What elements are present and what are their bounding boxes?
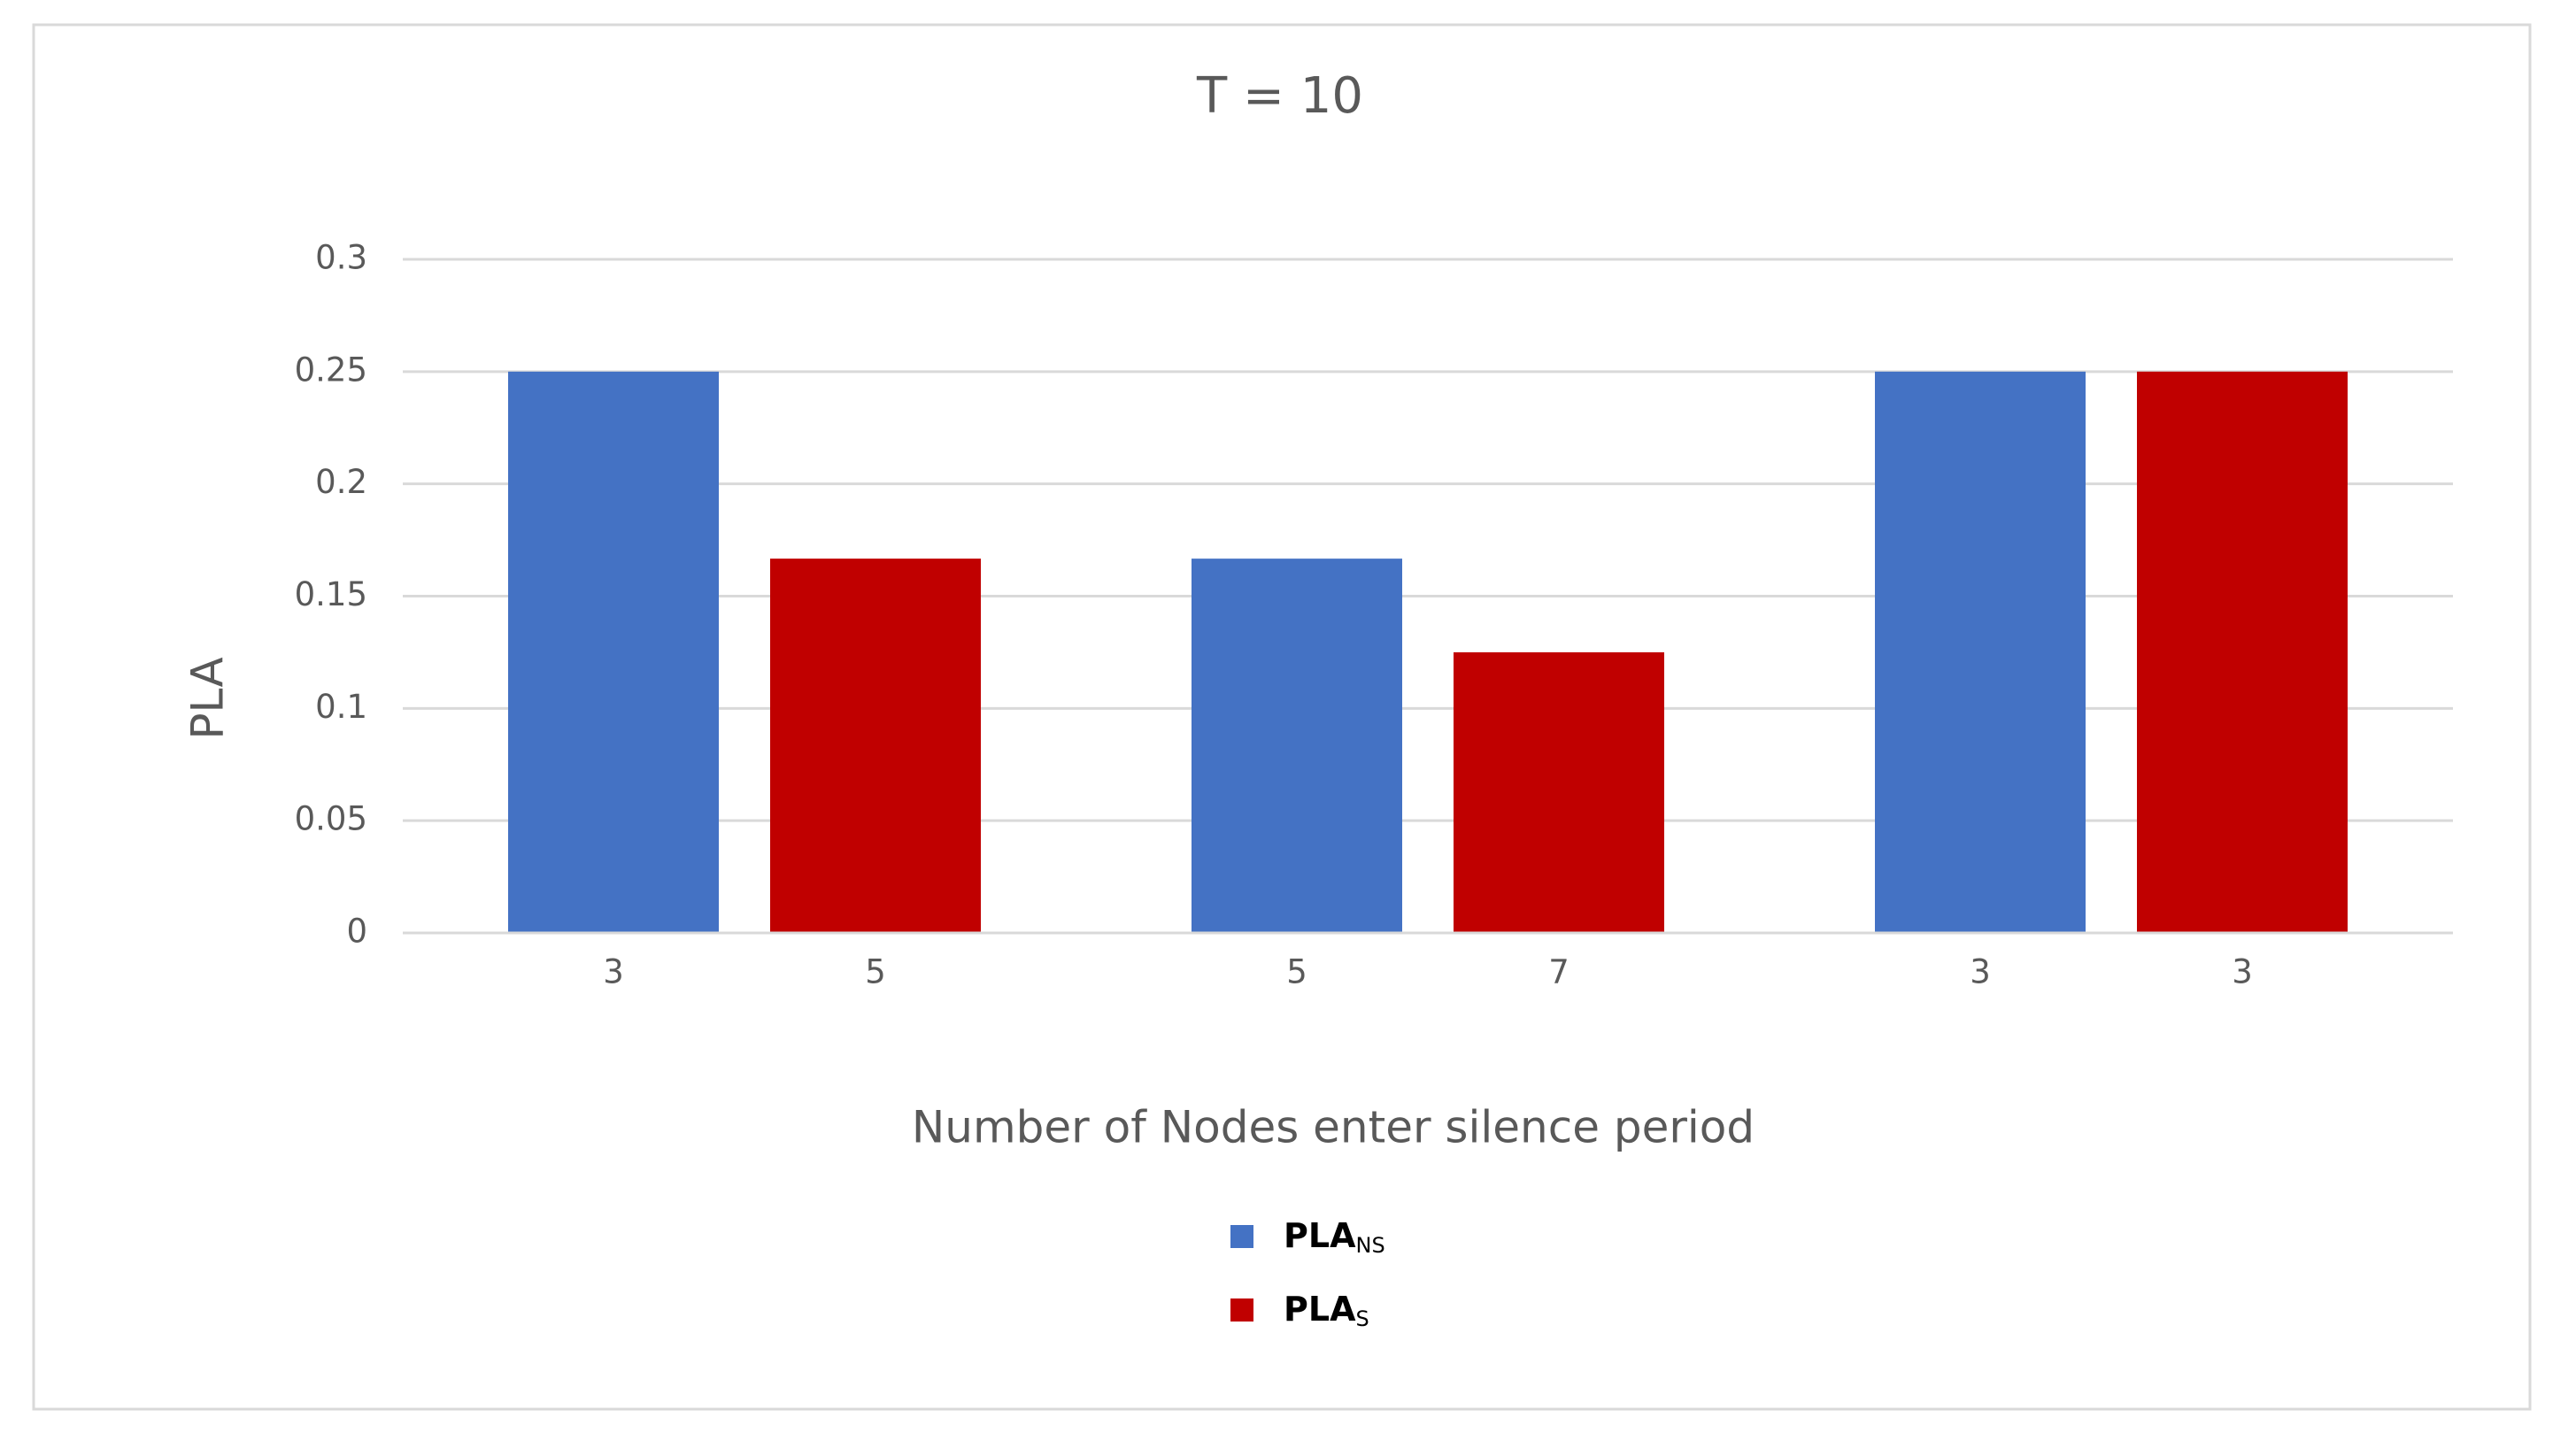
- bar-label: 5: [1286, 953, 1307, 991]
- bar-label: 3: [1970, 953, 1991, 991]
- legend-subscript: NS: [1355, 1233, 1384, 1258]
- legend-swatch: [1230, 1298, 1253, 1322]
- y-tick-label: 0.25: [295, 351, 367, 389]
- y-tick-label: 0.3: [315, 239, 367, 277]
- y-tick-label: 0.2: [315, 463, 367, 501]
- bar-label: 5: [865, 953, 886, 991]
- legend-label: PLAS: [1284, 1290, 1369, 1332]
- bar-label: 3: [603, 953, 624, 991]
- bar: [508, 371, 719, 933]
- y-tick-label: 0.15: [295, 575, 367, 613]
- legend-subscript: S: [1355, 1306, 1369, 1331]
- bar: [1875, 371, 2086, 933]
- bar-label: 7: [1548, 953, 1570, 991]
- y-tick-label: 0.1: [315, 688, 367, 726]
- legend-name: PLA: [1284, 1290, 1356, 1329]
- y-tick-label: 0: [346, 913, 367, 951]
- y-tick-label: 0.05: [295, 800, 367, 838]
- bar: [1454, 651, 1664, 933]
- legend-label: PLANS: [1284, 1216, 1385, 1259]
- bar: [770, 559, 981, 933]
- legend-name: PLA: [1284, 1216, 1356, 1255]
- bar: [2137, 371, 2348, 933]
- legend-swatch: [1230, 1225, 1253, 1248]
- x-axis-title: Number of Nodes enter silence period: [912, 1102, 1755, 1153]
- bar: [1192, 559, 1402, 933]
- chart-title: T = 10: [1196, 67, 1363, 125]
- y-axis-title: PLA: [182, 657, 234, 739]
- bar-label: 3: [2232, 953, 2253, 991]
